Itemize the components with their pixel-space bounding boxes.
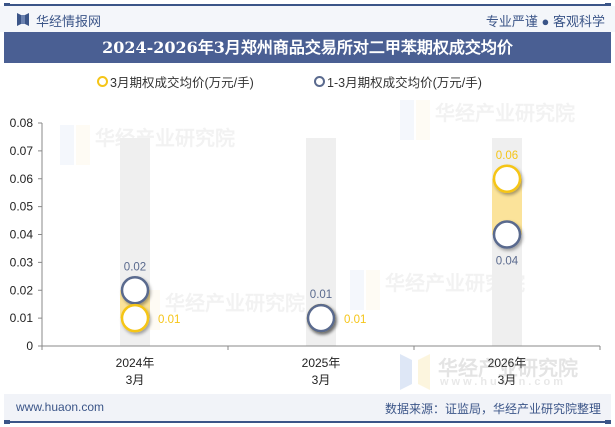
footer-bar: www.huaon.com 数据来源：证监局，华经产业研究院整理 [4, 394, 611, 421]
data-point[interactable]: 0.01 [120, 303, 180, 333]
data-point[interactable]: 0.01 [306, 289, 336, 333]
x-tick-label: 3月 [312, 373, 331, 387]
watermark-bottom: 华经产业研究院 www.huaon.com [400, 352, 590, 392]
x-tick-label: 3月 [498, 373, 517, 387]
y-tick-label: 0.07 [10, 144, 34, 158]
legend-item-jan-mar[interactable]: 1-3月期权成交均价(万元/手) [314, 72, 482, 91]
footer-website[interactable]: www.huaon.com [16, 400, 105, 414]
y-tick-label: 0.08 [10, 116, 34, 130]
data-label: 0.01 [344, 314, 366, 326]
data-label: 0.04 [496, 256, 519, 268]
data-label: 0.01 [310, 289, 332, 301]
header-bar: 华经情报网 专业严谨 ● 客观科学 [0, 6, 615, 32]
y-tick-label: 0.05 [10, 200, 34, 214]
chart-title: 2024-2026年3月郑州商品交易所对二甲苯期权成交均价 [4, 32, 611, 63]
legend-marker-icon [314, 76, 325, 87]
data-label: 0.02 [124, 261, 146, 273]
top-rule [4, 3, 611, 7]
x-tick-label: 2026年 [488, 356, 527, 370]
watermark-url: www.huaon.com [440, 376, 566, 388]
bottom-rule [4, 420, 611, 424]
y-tick-label: 0.06 [10, 172, 34, 186]
brand-logo-icon [17, 13, 29, 26]
y-tick-label: 0.02 [10, 283, 34, 297]
svg-text:华经产业研究院: 华经产业研究院 [95, 126, 235, 150]
y-tick-label: 0.01 [10, 311, 34, 325]
y-tick-label: 0 [26, 339, 33, 353]
legend-item-march[interactable]: 3月期权成交均价(万元/手) [97, 72, 254, 91]
data-point[interactable]: 0.06 [492, 150, 522, 193]
y-tick-label: 0.04 [10, 228, 34, 242]
svg-text:华经产业研究院: 华经产业研究院 [165, 291, 305, 315]
watermark-text: 华经产业研究院 [438, 356, 578, 380]
watermark-logo-icon [400, 354, 430, 390]
legend-label: 3月期权成交均价(万元/手) [110, 76, 254, 90]
brand-name: 华经情报网 [36, 14, 102, 29]
x-tick-label: 3月 [126, 373, 145, 387]
x-tick-label: 2024年 [116, 356, 155, 370]
data-point[interactable]: 0.02 [120, 261, 150, 305]
chart-legend: 3月期权成交均价(万元/手) 1-3月期权成交均价(万元/手) [0, 72, 615, 92]
data-label: 0.06 [496, 150, 518, 162]
legend-marker-icon [97, 76, 108, 87]
footer-source: 数据来源：证监局，华经产业研究院整理 [384, 402, 601, 416]
y-tick-label: 0.03 [10, 255, 34, 269]
data-label: 0.01 [158, 314, 180, 326]
slogan: 专业严谨 ● 客观科学 [485, 14, 605, 29]
svg-text:华经产业研究院: 华经产业研究院 [435, 101, 575, 125]
legend-label: 1-3月期权成交均价(万元/手) [327, 76, 482, 90]
data-point[interactable]: 0.04 [492, 220, 522, 268]
x-tick-label: 2025年 [302, 356, 341, 370]
